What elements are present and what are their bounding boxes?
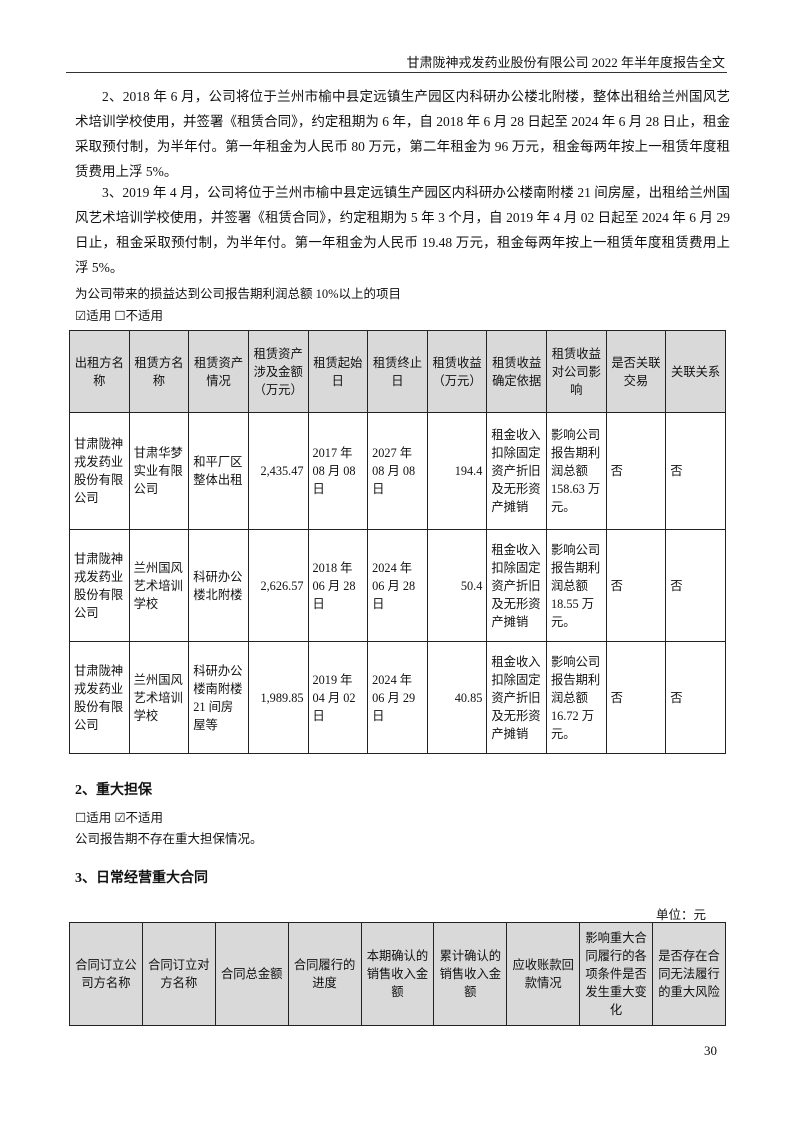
- contracts-header-cell: 本期确认的销售收入金额: [360, 922, 435, 1026]
- lease-cell: 甘肃陇神戎发药业股份有限公司: [69, 412, 130, 530]
- section-guarantee-title: 2、重大担保: [75, 783, 152, 798]
- page-header: 甘肃陇神戎发药业股份有限公司 2022 年半年度报告全文: [406, 55, 725, 70]
- lease-cell: 甘肃陇神戎发药业股份有限公司: [69, 641, 130, 754]
- lease-cell: 影响公司报告期利润总额 18.55 万元。: [546, 529, 607, 642]
- lease-header-cell: 租赁方名称: [128, 330, 190, 413]
- lease-cell: 租金收入扣除固定资产折旧及无形资产摊销: [486, 412, 547, 530]
- lease-header-cell: 租赁资产情况: [188, 330, 249, 413]
- guarantee-applicable-checkbox: ☐适用 ☑不适用: [75, 811, 164, 825]
- table-row: 甘肃陇神戎发药业股份有限公司 兰州国风艺术培训学校 科研办公楼北附楼 2,626.57…: [69, 529, 726, 642]
- contracts-header-cell: 累计确认的销售收入金额: [433, 922, 508, 1026]
- paragraph-lease-3: 3、2019 年 4 月，公司将位于兰州市榆中县定远镇生产园区内科研办公楼南附楼…: [75, 185, 730, 275]
- lease-header-cell: 租赁收益确定依据: [486, 330, 547, 413]
- lease-cell: 2,435.47: [247, 412, 309, 530]
- guarantee-text: 公司报告期不存在重大担保情况。: [75, 832, 263, 846]
- lease-cell: 否: [605, 412, 667, 530]
- lease-cell: 兰州国风艺术培训学校: [128, 529, 190, 642]
- lease-note: 为公司带来的损益达到公司报告期利润总额 10%以上的项目: [75, 287, 402, 301]
- unit-label: 单位：元: [655, 908, 706, 922]
- contracts-header-cell: 合同订立对方名称: [141, 922, 216, 1026]
- lease-applicable-checkbox: ☑适用 ☐不适用: [75, 309, 164, 323]
- lease-cell: 科研办公楼北附楼: [188, 529, 249, 642]
- lease-cell: 否: [665, 529, 726, 642]
- contracts-header-cell: 合同履行的进度: [287, 922, 362, 1026]
- contracts-header-cell: 合同订立公司方名称: [69, 922, 143, 1026]
- lease-cell: 租金收入扣除固定资产折旧及无形资产摊销: [486, 641, 547, 754]
- lease-cell: 兰州国风艺术培训学校: [128, 641, 190, 754]
- contracts-header-cell: 影响重大合同履行的各项条件是否发生重大变化: [579, 922, 653, 1026]
- lease-header-cell: 出租方名称: [69, 330, 130, 413]
- lease-cell: 租金收入扣除固定资产折旧及无形资产摊销: [486, 529, 547, 642]
- contracts-header-cell: 应收账款回款情况: [506, 922, 581, 1026]
- lease-header-cell: 是否关联交易: [605, 330, 667, 413]
- lease-cell: 40.85: [426, 641, 488, 754]
- lease-header-cell: 租赁资产涉及金额（万元）: [247, 330, 309, 413]
- lease-cell: 科研办公楼南附楼 21 间房屋等: [188, 641, 249, 754]
- lease-cell: 影响公司报告期利润总额 16.72 万元。: [546, 641, 607, 754]
- lease-cell: 2024 年 06 月 29 日: [367, 641, 428, 754]
- section-contracts-title: 3、日常经营重大合同: [75, 871, 208, 886]
- lease-cell: 2017 年 08 月 08 日: [307, 412, 369, 530]
- page-number: 30: [704, 1043, 717, 1058]
- lease-header-cell: 租赁起始日: [307, 330, 369, 413]
- lease-cell: 否: [665, 412, 726, 530]
- header-divider: [66, 72, 727, 73]
- contracts-table: 合同订立公司方名称 合同订立对方名称 合同总金额 合同履行的进度 本期确认的销售收入金额…: [69, 922, 726, 1026]
- lease-cell: 194.4: [426, 412, 488, 530]
- lease-header-cell: 租赁收益（万元）: [426, 330, 488, 413]
- paragraph-lease-2: 2、2018 年 6 月，公司将位于兰州市榆中县定远镇生产园区内科研办公楼北附楼…: [75, 89, 730, 179]
- lease-cell: 影响公司报告期利润总额 158.63 万元。: [546, 412, 607, 530]
- lease-cell: 1,989.85: [247, 641, 309, 754]
- contracts-header-cell: 合同总金额: [214, 922, 289, 1026]
- table-row: 甘肃陇神戎发药业股份有限公司 兰州国风艺术培训学校 科研办公楼南附楼 21 间房屋等…: [69, 641, 726, 754]
- lease-cell: 2027 年 08 月 08 日: [367, 412, 428, 530]
- lease-header-cell: 租赁终止日: [367, 330, 428, 413]
- table-row: 甘肃陇神戎发药业股份有限公司 甘肃华梦实业有限公司 和平厂区整体出租 2,435.47…: [69, 412, 726, 530]
- lease-cell: 2019 年 04 月 02 日: [307, 641, 369, 754]
- contracts-header-cell: 是否存在合同无法履行的重大风险: [652, 922, 726, 1026]
- lease-cell: 否: [605, 641, 667, 754]
- lease-table: 出租方名称 租赁方名称 租赁资产情况 租赁资产涉及金额（万元） 租赁起始日 租赁终止日 租赁…: [69, 330, 726, 754]
- lease-cell: 甘肃华梦实业有限公司: [128, 412, 190, 530]
- lease-cell: 2018 年 06 月 28 日: [307, 529, 369, 642]
- lease-cell: 否: [665, 641, 726, 754]
- lease-header-cell: 关联关系: [665, 330, 726, 413]
- lease-cell: 50.4: [426, 529, 488, 642]
- lease-cell: 2024 年 06 月 28 日: [367, 529, 428, 642]
- lease-cell: 否: [605, 529, 667, 642]
- lease-header-cell: 租赁收益对公司影响: [546, 330, 607, 413]
- lease-cell: 甘肃陇神戎发药业股份有限公司: [69, 529, 130, 642]
- lease-cell: 和平厂区整体出租: [188, 412, 249, 530]
- lease-cell: 2,626.57: [247, 529, 309, 642]
